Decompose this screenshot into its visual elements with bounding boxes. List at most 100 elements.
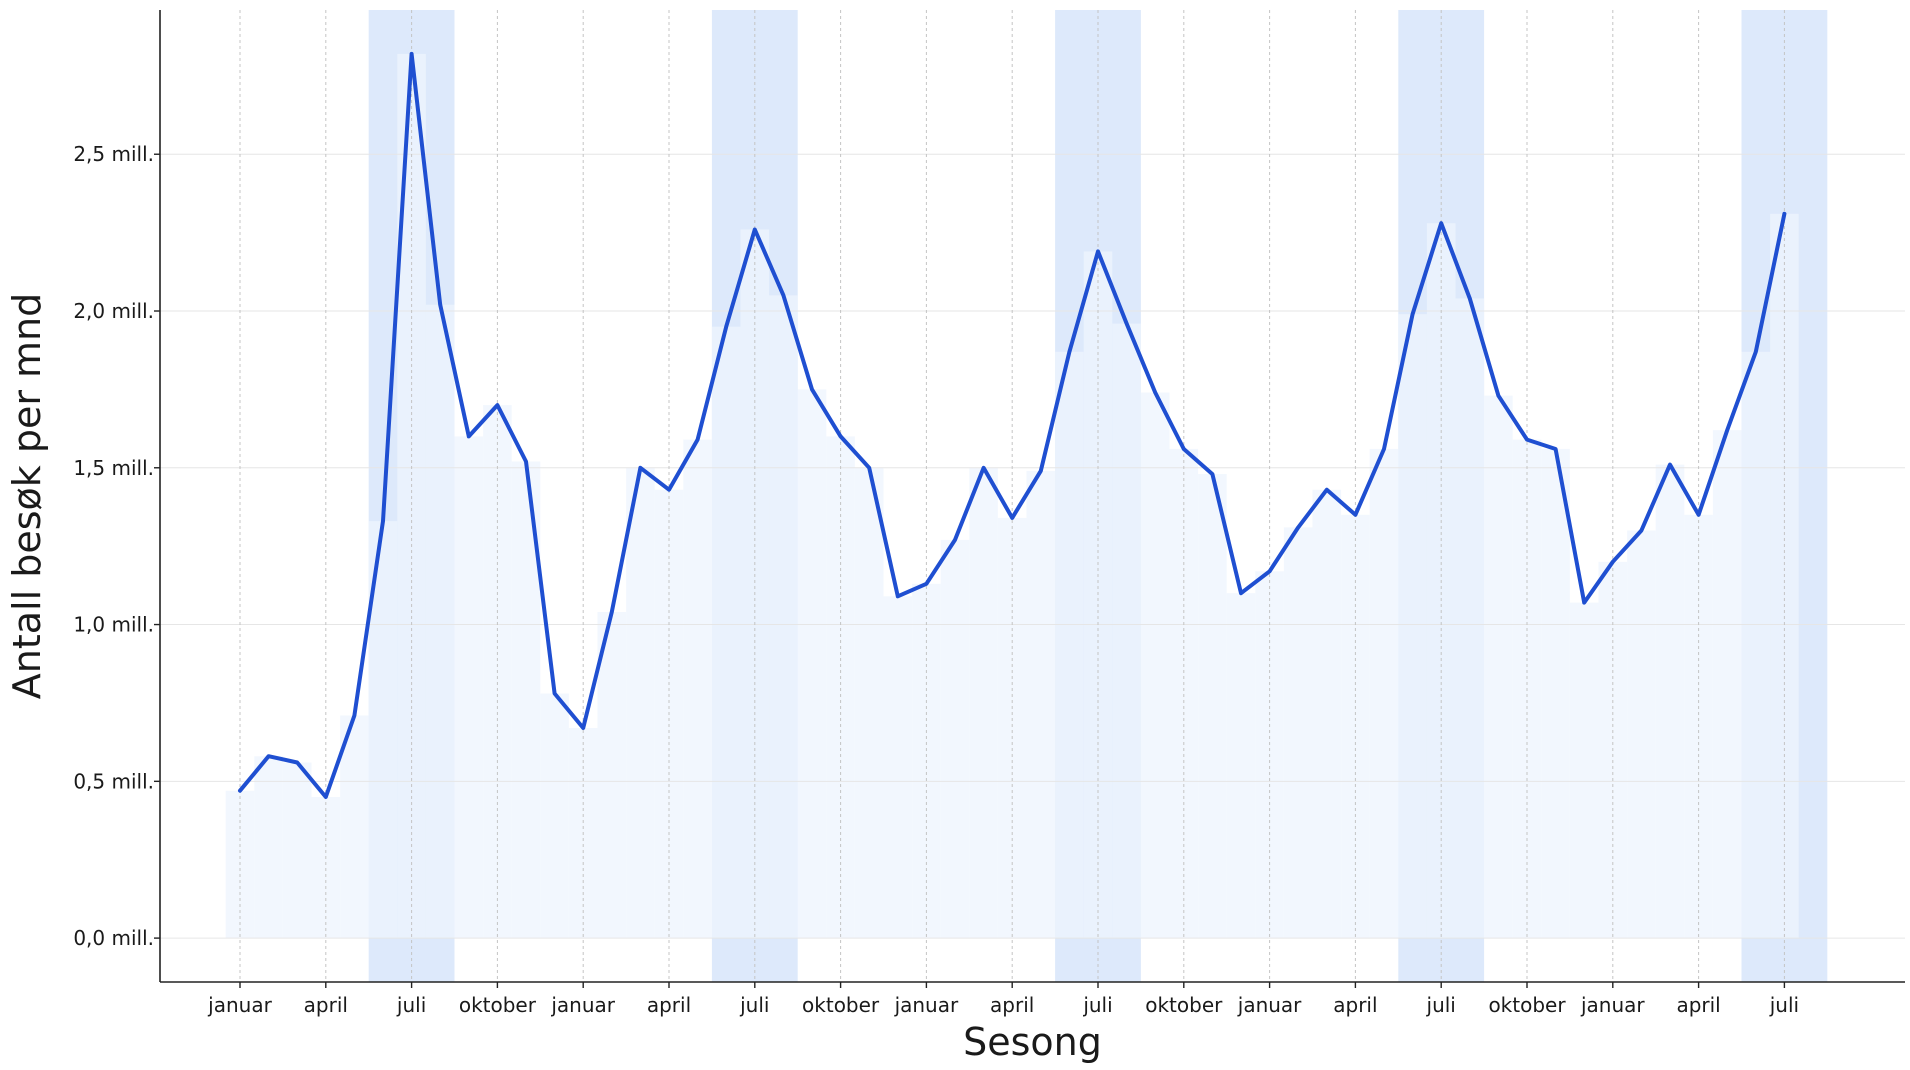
- x-tick-label: april: [304, 993, 348, 1017]
- data-point: [1239, 591, 1243, 595]
- x-tick-label: januar: [894, 993, 959, 1017]
- y-tick-label: 0,5 mill.: [73, 769, 154, 793]
- data-point: [1067, 350, 1071, 354]
- month-area-bar: [254, 756, 283, 939]
- x-tick-label: oktober: [1488, 993, 1566, 1017]
- data-point: [896, 594, 900, 598]
- data-point: [467, 434, 471, 438]
- data-point: [810, 387, 814, 391]
- data-point: [1382, 447, 1386, 451]
- month-area-bar: [1055, 351, 1084, 939]
- data-point: [638, 466, 642, 470]
- data-point: [781, 293, 785, 297]
- data-point: [1668, 463, 1672, 467]
- data-point: [238, 789, 242, 793]
- month-area-bar: [282, 762, 312, 939]
- x-tick-label: juli: [1082, 993, 1112, 1017]
- month-area-bar: [940, 539, 970, 939]
- x-tick-labels: januar april juli oktober januar april juli okt…: [207, 993, 1799, 1017]
- data-point: [1182, 447, 1186, 451]
- month-area-bar: [854, 467, 884, 939]
- data-point: [867, 466, 871, 470]
- axes: [154, 10, 1905, 988]
- month-area-bar: [1283, 527, 1313, 939]
- data-point: [581, 726, 585, 730]
- series-line: [238, 51, 1787, 799]
- month-area-bar: [1026, 470, 1056, 939]
- month-area-bar: [540, 693, 569, 939]
- month-area-bar: [425, 304, 455, 939]
- data-point: [352, 713, 356, 717]
- month-area-bar: [597, 612, 627, 939]
- data-point: [1353, 513, 1357, 517]
- x-tick-label: januar: [550, 993, 615, 1017]
- data-point: [953, 538, 957, 542]
- data-point: [1525, 438, 1529, 442]
- y-axis-title: Antall besøk per mnd: [5, 293, 49, 700]
- x-tick-label: januar: [1580, 993, 1645, 1017]
- y-tick-label: 1,5 mill.: [73, 456, 154, 480]
- month-area-bar: [1712, 430, 1742, 939]
- month-area-bar: [1198, 474, 1227, 939]
- y-tick-labels: 0,0 mill. 0,5 mill. 1,0 mill. 1,5 mill. 2,0 …: [73, 142, 154, 950]
- grid-lines: [160, 10, 1905, 982]
- month-area-bar: [797, 389, 827, 939]
- month-area-bar: [1541, 448, 1570, 939]
- month-area-bar: [1655, 464, 1685, 939]
- x-tick-label: januar: [207, 993, 272, 1017]
- month-area-bar: [711, 326, 741, 939]
- data-point: [610, 610, 614, 614]
- data-point: [1496, 394, 1500, 398]
- data-point: [1096, 249, 1100, 253]
- data-point: [438, 303, 442, 307]
- data-point: [1411, 312, 1415, 316]
- x-tick-label: april: [1676, 993, 1720, 1017]
- month-area-bar: [1569, 602, 1599, 939]
- x-tick-label: april: [647, 993, 691, 1017]
- month-area-bar: [1484, 395, 1513, 939]
- month-area-bar: [769, 295, 798, 939]
- data-point: [324, 795, 328, 799]
- month-area-bar: [969, 467, 998, 939]
- data-point: [1468, 296, 1472, 300]
- data-point: [410, 52, 414, 56]
- monthly-area-fill: [225, 53, 1799, 939]
- data-point: [924, 582, 928, 586]
- data-point: [1268, 569, 1272, 573]
- month-area-bar: [883, 596, 913, 939]
- data-point: [1125, 322, 1129, 326]
- data-point: [1611, 560, 1615, 564]
- month-area-bar: [1627, 530, 1656, 939]
- month-area-bar: [1140, 392, 1170, 939]
- data-point: [1582, 601, 1586, 605]
- data-point: [524, 460, 528, 464]
- y-tick-label: 0,0 mill.: [73, 926, 154, 950]
- month-area-bar: [1398, 314, 1427, 939]
- data-point: [753, 227, 757, 231]
- data-point: [553, 692, 557, 696]
- data-point: [1039, 469, 1043, 473]
- x-tick-label: oktober: [459, 993, 537, 1017]
- month-area-bar: [340, 715, 369, 939]
- x-tick-label: april: [1333, 993, 1377, 1017]
- data-point: [839, 434, 843, 438]
- data-point: [1754, 350, 1758, 354]
- data-point: [1782, 212, 1786, 216]
- data-point: [1697, 513, 1701, 517]
- data-point: [267, 754, 271, 758]
- x-tick-label: april: [990, 993, 1034, 1017]
- data-point: [1296, 525, 1300, 529]
- data-point: [982, 466, 986, 470]
- data-point: [1210, 472, 1214, 476]
- month-area-bar: [1312, 489, 1342, 939]
- x-tick-label: oktober: [802, 993, 880, 1017]
- y-tick-label: 1,0 mill.: [73, 613, 154, 637]
- data-point: [295, 761, 299, 765]
- month-area-bar: [1112, 323, 1141, 939]
- month-area-bar: [1369, 448, 1399, 939]
- x-axis-title: Sesong: [963, 1020, 1102, 1064]
- data-point: [1439, 221, 1443, 225]
- data-point: [1639, 528, 1643, 532]
- month-area-bar: [454, 436, 484, 939]
